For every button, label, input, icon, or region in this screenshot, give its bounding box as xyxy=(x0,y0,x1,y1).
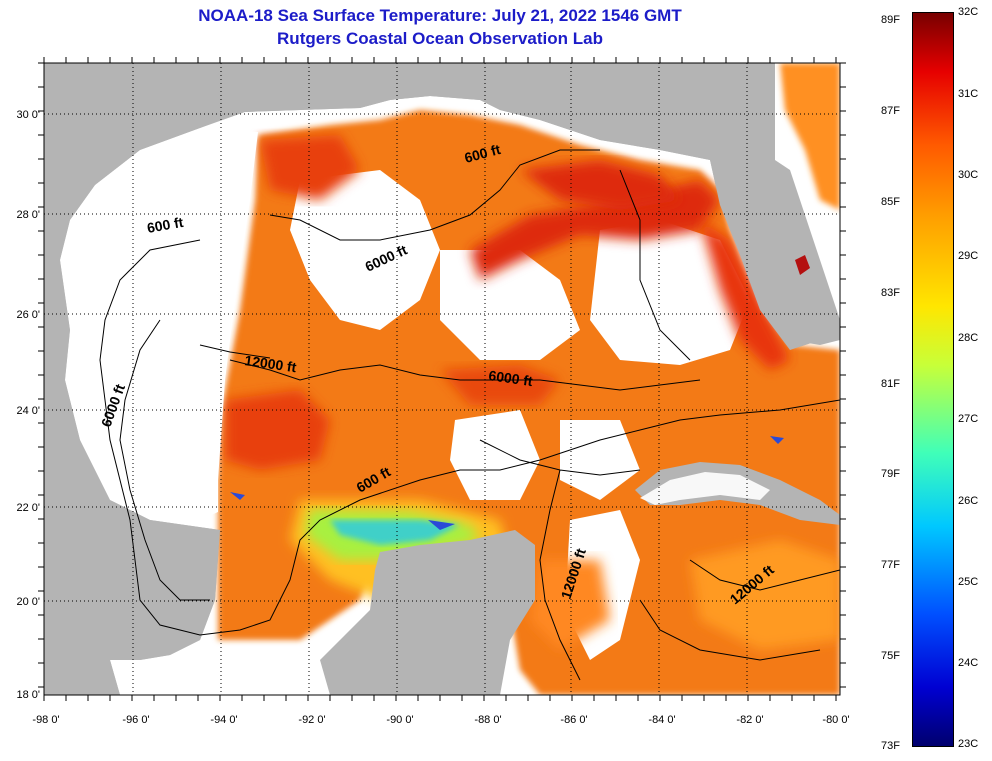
lon-label-92: -92 0' xyxy=(298,714,325,726)
us-land xyxy=(240,63,840,350)
colorbar-c-24: 24C xyxy=(958,657,979,669)
colorbar-f-87: 87F xyxy=(881,105,900,117)
hot-spot xyxy=(795,255,810,275)
lon-label-94: -94 0' xyxy=(210,714,237,726)
colorbar-f-73: 73F xyxy=(881,740,900,752)
colorbar-f-79: 79F xyxy=(881,468,900,480)
colorbar-c-31: 31C xyxy=(958,88,979,100)
temperature-colorbar xyxy=(912,12,954,747)
lon-label-86: -86 0' xyxy=(560,714,587,726)
lat-label-18: 18 0' xyxy=(16,689,40,701)
map-title: NOAA-18 Sea Surface Temperature: July 21… xyxy=(198,6,682,25)
lon-label-88: -88 0' xyxy=(474,714,501,726)
colorbar-f-85: 85F xyxy=(881,196,900,208)
graticule xyxy=(44,63,840,695)
colorbar-f-81: 81F xyxy=(881,378,900,390)
lon-label-96: -96 0' xyxy=(122,714,149,726)
colorbar-c-26: 26C xyxy=(958,495,979,507)
lon-label-98: -98 0' xyxy=(32,714,59,726)
colorbar-c-30: 30C xyxy=(958,169,979,181)
lat-label-24: 24 0' xyxy=(16,405,40,417)
colorbar-f-83: 83F xyxy=(881,287,900,299)
contour-label-600ft-west: 600 ft xyxy=(146,214,185,236)
lat-label-30: 30 0' xyxy=(16,109,40,121)
map-frame xyxy=(43,62,841,696)
map-subtitle: Rutgers Coastal Ocean Observation Lab xyxy=(277,29,603,48)
lon-label-84: -84 0' xyxy=(648,714,675,726)
colorbar-c-29: 29C xyxy=(958,250,979,262)
colorbar-c-32: 32C xyxy=(958,6,979,18)
lon-label-90: -90 0' xyxy=(386,714,413,726)
lat-label-22: 22 0' xyxy=(16,502,40,514)
lon-label-80: -80 0' xyxy=(822,714,849,726)
yucatan-land xyxy=(320,530,535,695)
tick-marks xyxy=(38,57,846,701)
sst-map: 600 ft 600 ft 6000 ft 12000 ft 6000 ft 6… xyxy=(16,57,850,726)
colorbar-c-27: 27C xyxy=(958,413,979,425)
bathymetry-contours xyxy=(99,149,840,681)
colorbar-c-25: 25C xyxy=(958,576,979,588)
colorbar-f-89: 89F xyxy=(881,14,900,26)
colorbar-f-77: 77F xyxy=(881,559,900,571)
colorbar-c-23: 23C xyxy=(958,738,979,750)
lon-label-82: -82 0' xyxy=(736,714,763,726)
sst-coverage xyxy=(60,63,840,695)
colorbar-f-75: 75F xyxy=(881,650,900,662)
contour-label-6000ft-east: 6000 ft xyxy=(488,367,534,389)
colorbar-c-28: 28C xyxy=(958,332,979,344)
florida-land xyxy=(715,150,840,345)
lat-label-20: 20 0' xyxy=(16,596,40,608)
mexico-land xyxy=(44,63,240,695)
lat-label-28: 28 0' xyxy=(16,209,40,221)
contour-label-12000ft-center: 12000 ft xyxy=(244,352,298,375)
lat-label-26: 26 0' xyxy=(16,309,40,321)
